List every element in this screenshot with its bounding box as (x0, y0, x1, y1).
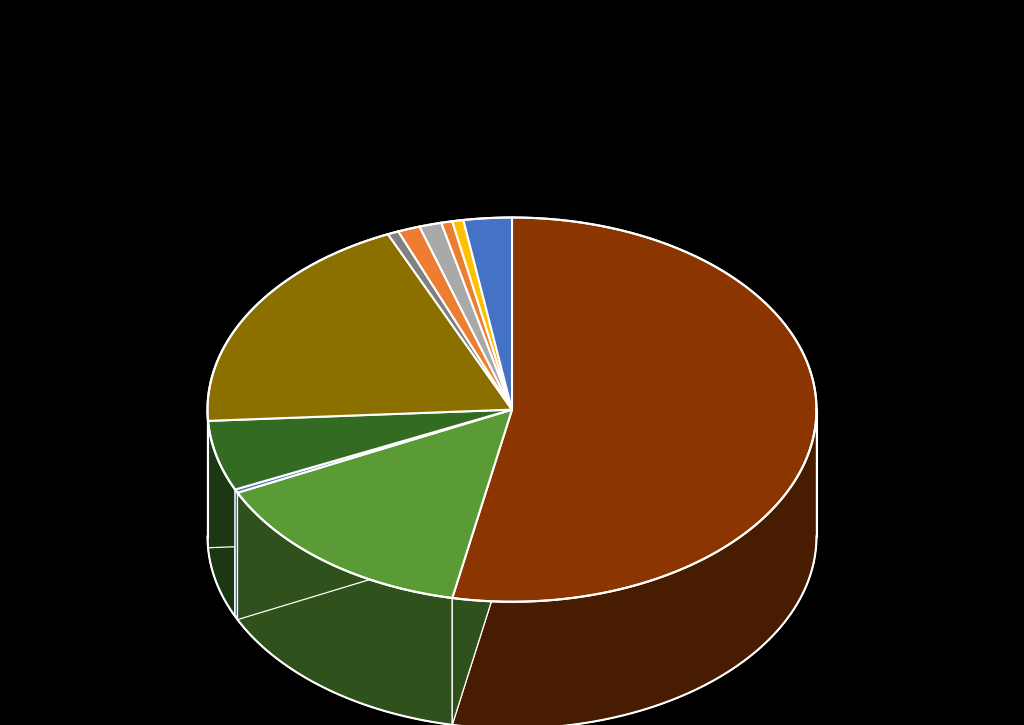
Polygon shape (208, 421, 236, 616)
Polygon shape (453, 410, 512, 725)
Polygon shape (208, 410, 816, 725)
Polygon shape (453, 410, 512, 725)
Polygon shape (208, 410, 512, 489)
Polygon shape (208, 410, 512, 548)
Polygon shape (453, 218, 816, 602)
Polygon shape (236, 410, 512, 616)
Polygon shape (208, 234, 512, 421)
Polygon shape (236, 410, 512, 616)
Polygon shape (453, 220, 512, 410)
Polygon shape (453, 413, 816, 725)
Polygon shape (238, 410, 512, 620)
Polygon shape (398, 227, 512, 410)
Polygon shape (441, 221, 512, 410)
Polygon shape (238, 410, 512, 598)
Polygon shape (238, 493, 453, 725)
Polygon shape (236, 489, 238, 620)
Polygon shape (238, 410, 512, 620)
Polygon shape (236, 410, 512, 493)
Polygon shape (420, 223, 512, 410)
Polygon shape (208, 410, 512, 548)
Polygon shape (388, 231, 512, 410)
Polygon shape (463, 218, 512, 410)
